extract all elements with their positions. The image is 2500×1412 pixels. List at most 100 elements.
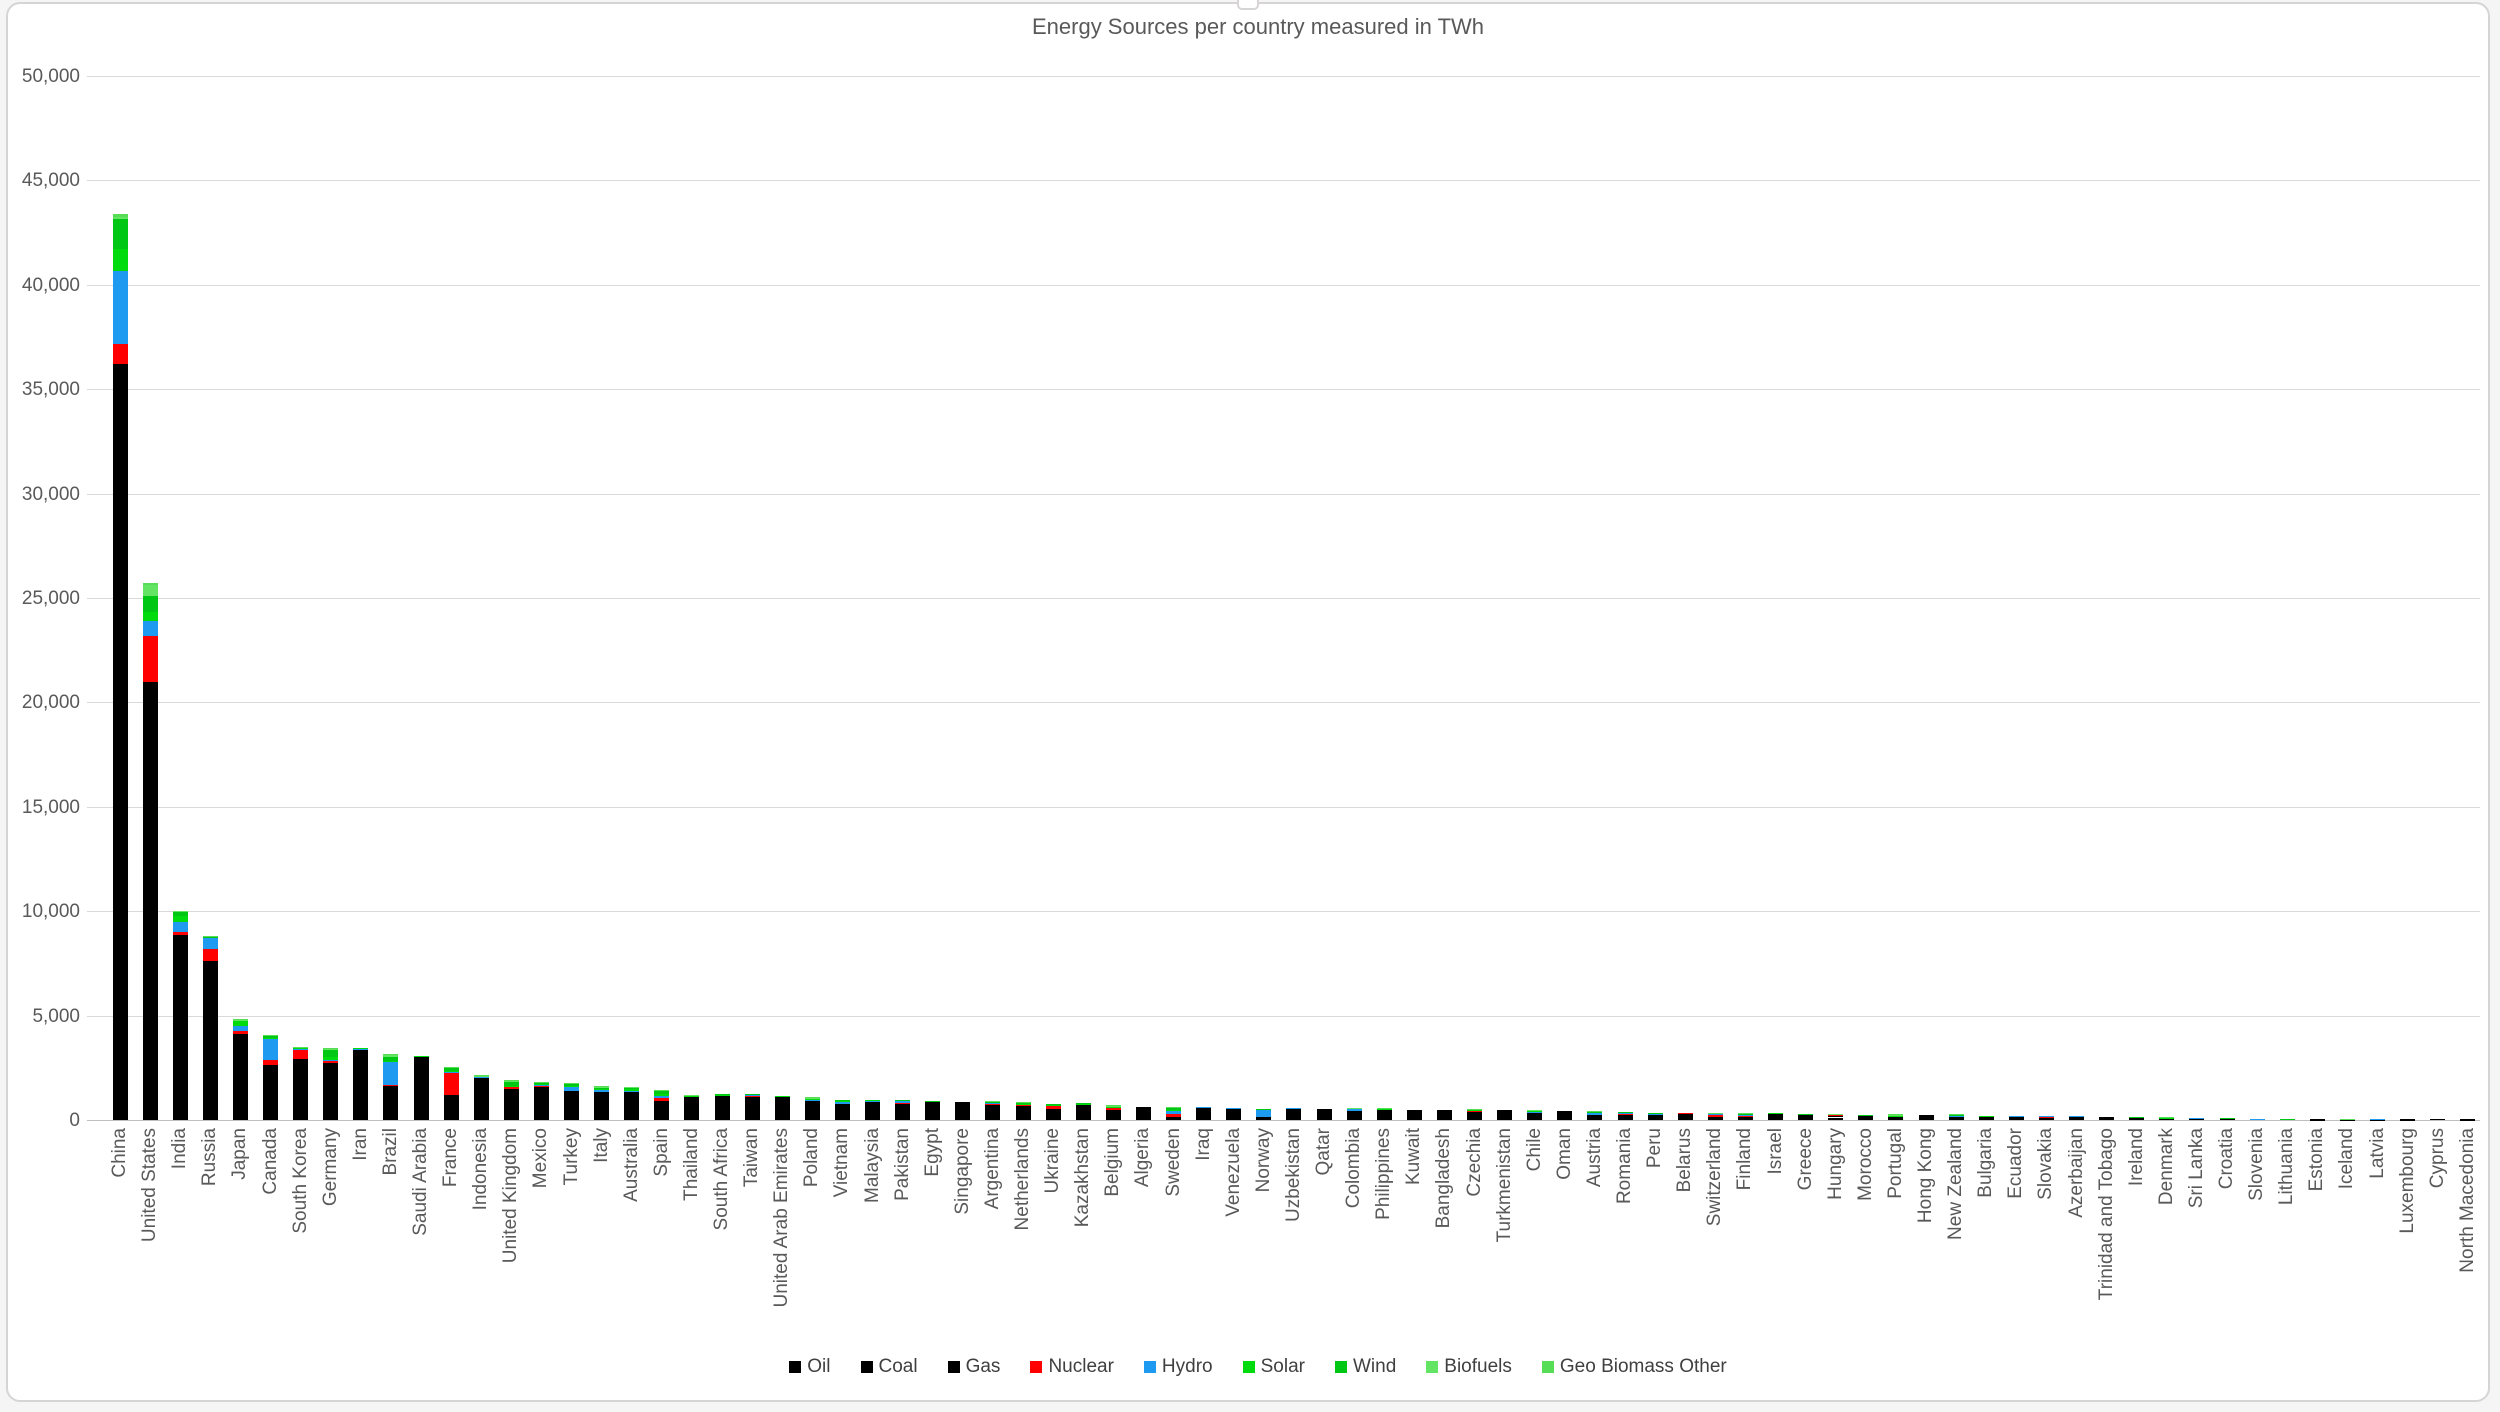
bar-france[interactable]: [443, 1066, 459, 1120]
legend-item-biofuels[interactable]: Biofuels: [1426, 1356, 1512, 1378]
bar-russia[interactable]: [202, 936, 218, 1120]
bar-cyprus[interactable]: [2430, 1119, 2446, 1120]
bar-segment-solar: [804, 1099, 820, 1100]
bar-switzerland[interactable]: [1707, 1113, 1723, 1120]
bar-india[interactable]: [172, 911, 188, 1120]
bar-malaysia[interactable]: [865, 1100, 880, 1120]
bar-morocco[interactable]: [1858, 1114, 1874, 1120]
bar-netherlands[interactable]: [1015, 1101, 1031, 1120]
bar-uzbekistan[interactable]: [1286, 1108, 1302, 1120]
bar-estonia[interactable]: [2309, 1119, 2325, 1120]
bar-iran[interactable]: [353, 1048, 369, 1120]
gridline: [87, 180, 2480, 182]
bar-segment-nuclear: [202, 948, 218, 962]
bar-turkmenistan[interactable]: [1497, 1109, 1513, 1120]
bar-hungary[interactable]: [1828, 1114, 1844, 1120]
bar-lithuania[interactable]: [2279, 1118, 2295, 1120]
bar-ukraine[interactable]: [1045, 1104, 1061, 1120]
legend-item-coal[interactable]: Coal: [860, 1356, 918, 1378]
bar-philippines[interactable]: [1376, 1108, 1392, 1120]
bar-indonesia[interactable]: [473, 1074, 489, 1120]
bar-germany[interactable]: [323, 1047, 339, 1120]
bar-segment-wind: [564, 1084, 579, 1086]
bar-segment-coal: [564, 1099, 579, 1109]
bar-oman[interactable]: [1557, 1111, 1573, 1120]
bar-italy[interactable]: [594, 1086, 610, 1120]
legend-item-solar[interactable]: Solar: [1242, 1356, 1305, 1378]
bar-segment-hydro: [1226, 1107, 1242, 1109]
bar-japan[interactable]: [232, 1018, 248, 1120]
bar-segment-wind: [624, 1087, 640, 1090]
bar-colombia[interactable]: [1346, 1108, 1362, 1120]
bar-slovenia[interactable]: [2249, 1118, 2265, 1120]
bar-segment-oil: [985, 1113, 1001, 1120]
bar-peru[interactable]: [1647, 1112, 1663, 1120]
bar-saudi-arabia[interactable]: [413, 1055, 429, 1120]
bar-hong-kong[interactable]: [1918, 1114, 1934, 1120]
bar-thailand[interactable]: [684, 1094, 700, 1120]
bar-sweden[interactable]: [1166, 1106, 1181, 1120]
bar-denmark[interactable]: [2159, 1116, 2175, 1120]
bar-north-macedonia[interactable]: [2460, 1119, 2476, 1120]
legend-item-nuclear[interactable]: Nuclear: [1030, 1356, 1114, 1378]
bar-south-korea[interactable]: [293, 1046, 309, 1120]
legend-item-gas[interactable]: Gas: [947, 1356, 1000, 1378]
bar-segment-coal: [202, 1059, 218, 1080]
bar-canada[interactable]: [263, 1035, 278, 1120]
bar-kuwait[interactable]: [1406, 1109, 1422, 1120]
legend-item-oil[interactable]: Oil: [789, 1356, 831, 1378]
bar-pakistan[interactable]: [895, 1100, 911, 1120]
bar-luxembourg[interactable]: [2400, 1119, 2416, 1120]
bar-vietnam[interactable]: [834, 1099, 850, 1120]
bar-czechia[interactable]: [1467, 1109, 1482, 1120]
bar-belgium[interactable]: [1105, 1105, 1121, 1120]
bar-turkey[interactable]: [564, 1083, 579, 1120]
bar-ecuador[interactable]: [2008, 1115, 2024, 1120]
bar-australia[interactable]: [624, 1087, 640, 1120]
bar-bangladesh[interactable]: [1436, 1109, 1452, 1120]
bar-segment-oil: [774, 1110, 790, 1120]
bar-south-africa[interactable]: [714, 1094, 730, 1120]
bar-argentina[interactable]: [985, 1101, 1001, 1120]
bar-united-arab-emirates[interactable]: [774, 1095, 790, 1120]
bar-romania[interactable]: [1617, 1112, 1633, 1120]
bar-qatar[interactable]: [1316, 1108, 1332, 1120]
legend-item-geo-biomass-other[interactable]: Geo Biomass Other: [1541, 1356, 1727, 1378]
bar-iceland[interactable]: [2339, 1118, 2355, 1120]
bar-belarus[interactable]: [1677, 1112, 1693, 1120]
bar-bulgaria[interactable]: [1978, 1115, 1994, 1120]
bar-greece[interactable]: [1798, 1113, 1814, 1120]
bar-sri-lanka[interactable]: [2189, 1117, 2205, 1120]
bar-egypt[interactable]: [925, 1100, 941, 1120]
legend-item-hydro[interactable]: Hydro: [1143, 1356, 1213, 1378]
bar-portugal[interactable]: [1888, 1114, 1904, 1120]
bar-trinidad-and-tobago[interactable]: [2099, 1116, 2115, 1120]
bar-austria[interactable]: [1587, 1111, 1603, 1120]
bar-ireland[interactable]: [2129, 1116, 2145, 1120]
bar-singapore[interactable]: [955, 1101, 971, 1120]
bar-chile[interactable]: [1527, 1109, 1543, 1120]
bar-segment-wind: [594, 1087, 610, 1089]
bar-azerbaijan[interactable]: [2069, 1116, 2084, 1120]
chart-frame[interactable]: Energy Sources per country measured in T…: [6, 2, 2490, 1402]
bar-algeria[interactable]: [1135, 1106, 1151, 1120]
bar-spain[interactable]: [654, 1090, 670, 1120]
bar-croatia[interactable]: [2219, 1117, 2235, 1120]
bar-new-zealand[interactable]: [1948, 1114, 1964, 1120]
bar-latvia[interactable]: [2370, 1119, 2385, 1120]
bar-kazakhstan[interactable]: [1075, 1103, 1091, 1120]
legend-item-wind[interactable]: Wind: [1334, 1356, 1396, 1378]
bar-brazil[interactable]: [383, 1053, 399, 1120]
bar-united-states[interactable]: [142, 583, 158, 1120]
bar-taiwan[interactable]: [744, 1094, 760, 1120]
bar-israel[interactable]: [1768, 1113, 1783, 1120]
bar-united-kingdom[interactable]: [503, 1080, 519, 1120]
bar-iraq[interactable]: [1196, 1107, 1212, 1120]
bar-poland[interactable]: [804, 1097, 820, 1120]
bar-slovakia[interactable]: [2038, 1116, 2054, 1120]
bar-venezuela[interactable]: [1226, 1107, 1242, 1120]
bar-mexico[interactable]: [533, 1082, 549, 1120]
bar-finland[interactable]: [1737, 1113, 1753, 1120]
bar-norway[interactable]: [1256, 1108, 1272, 1120]
bar-china[interactable]: [112, 213, 128, 1120]
